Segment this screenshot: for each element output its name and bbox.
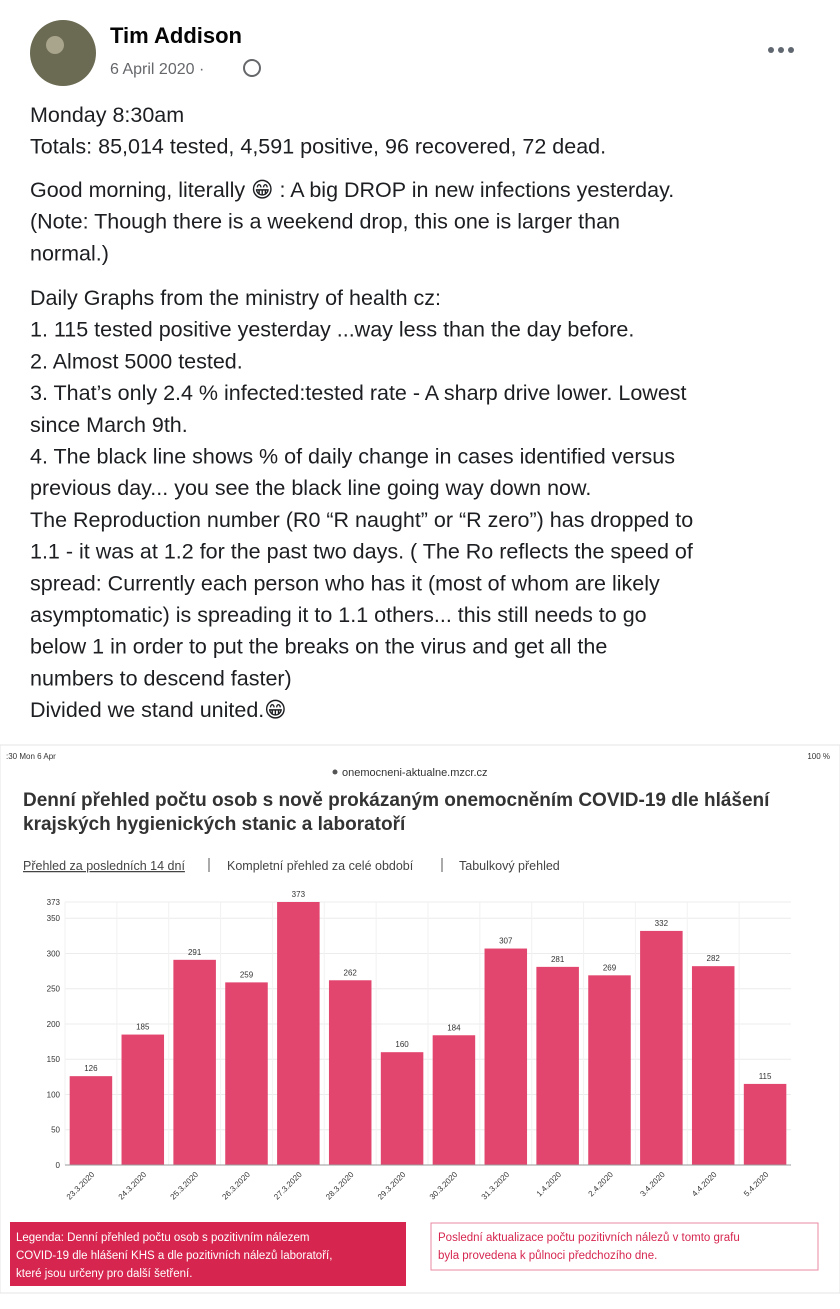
legend-text: které jsou určeny pro další šetření.: [16, 1268, 192, 1280]
data-label: 184: [447, 1023, 461, 1032]
update-text: Poslední aktualizace počtu pozitivních n…: [438, 1232, 740, 1244]
bar: [484, 948, 528, 1165]
url: onemocneni-aktualne.mzcr.cz: [342, 767, 488, 779]
post-text-line: numbers to descend faster): [30, 666, 292, 690]
post-text-line: Monday 8:30am: [30, 103, 184, 127]
data-label: 282: [707, 954, 721, 963]
post-text-line: Good morning, literally 😁 : A big DROP i…: [30, 178, 674, 202]
data-label: 115: [759, 1072, 772, 1081]
y-tick-label: 300: [47, 949, 61, 958]
data-label: 185: [136, 1023, 150, 1032]
bar: [588, 975, 631, 1165]
data-label: 259: [240, 970, 254, 979]
legend-box: [10, 1222, 406, 1286]
y-tick-label: 100: [47, 1090, 61, 1099]
author-name[interactable]: Tim Addison: [110, 23, 242, 48]
post-text-line: Daily Graphs from the ministry of health…: [30, 286, 441, 310]
post-text-line: asymptomatic) is spreading it to 1.1 oth…: [30, 603, 647, 627]
globe-icon: [243, 59, 261, 77]
post-text-line: previous day... you see the black line g…: [30, 476, 591, 500]
avatar-detail: [46, 36, 64, 54]
post-text-line: (Note: Though there is a weekend drop, t…: [30, 210, 620, 234]
post-text-line: The Reproduction number (R0 “R naught” o…: [30, 508, 693, 532]
bar: [69, 1076, 113, 1165]
data-label: 126: [84, 1064, 98, 1073]
bar: [121, 1034, 165, 1165]
post-text-line: 3. That’s only 2.4 % infected:tested rat…: [30, 381, 687, 405]
post-text-line: 1.1 - it was at 1.2 for the past two day…: [30, 540, 693, 564]
chart: Denní přehled počtu osob s nově prokázan…: [23, 790, 791, 1202]
post-date[interactable]: 6 April 2020 ·: [110, 61, 204, 78]
post-text-line: Divided we stand united.😁: [30, 698, 287, 722]
y-tick-label: 250: [47, 985, 61, 994]
bar: [432, 1035, 476, 1165]
post-text-line: 4. The black line shows % of daily chang…: [30, 445, 675, 469]
y-tick-label: 150: [47, 1055, 61, 1064]
tab-link[interactable]: Tabulkový přehled: [459, 859, 560, 873]
status-battery: 100 %: [807, 752, 830, 761]
y-tick-label: 350: [47, 914, 61, 923]
bar: [691, 966, 735, 1165]
bar: [328, 980, 372, 1165]
chart-title: krajských hygienických stanic a laborato…: [23, 814, 406, 835]
bar: [380, 1052, 424, 1165]
post-text-line: Totals: 85,014 tested, 4,591 positive, 9…: [30, 135, 606, 159]
data-label: 269: [603, 963, 617, 972]
data-label: 281: [551, 955, 565, 964]
legend-text: COVID-19 dle hlášení KHS a dle pozitivní…: [16, 1250, 332, 1262]
post-text-line: normal.): [30, 241, 109, 265]
post-text-line: below 1 in order to put the breaks on th…: [30, 635, 607, 659]
tab-link[interactable]: Přehled za posledních 14 dní: [23, 859, 185, 873]
y-tick-label: 200: [47, 1020, 61, 1029]
bar: [173, 959, 216, 1165]
post-text-line: since March 9th.: [30, 413, 188, 437]
update-text: byla provedena k půlnoci předchozího dne…: [438, 1250, 657, 1262]
bar: [640, 930, 683, 1165]
y-tick-label: 373: [47, 898, 61, 907]
data-label: 160: [395, 1040, 409, 1049]
chart-title: Denní přehled počtu osob s nově prokázan…: [23, 790, 770, 811]
data-label: 262: [344, 968, 358, 977]
tab-link[interactable]: Kompletní přehled za celé období: [227, 859, 414, 873]
update-box: [430, 1222, 819, 1271]
data-label: 307: [499, 937, 513, 946]
legend-text: Legenda: Denní přehled počtu osob s pozi…: [16, 1232, 309, 1244]
post-text-line: spread: Currently each person who has it…: [30, 571, 660, 595]
lock-icon: [332, 769, 338, 775]
bar: [536, 966, 579, 1165]
bar: [743, 1083, 787, 1165]
data-label: 373: [292, 890, 306, 899]
y-tick-label: 0: [56, 1161, 61, 1170]
post-text-line: 2. Almost 5000 tested.: [30, 349, 243, 373]
more-menu[interactable]: [768, 47, 794, 53]
avatar[interactable]: [30, 20, 96, 86]
data-label: 332: [655, 919, 669, 928]
y-tick-label: 50: [51, 1126, 60, 1135]
status-time: :30 Mon 6 Apr: [6, 752, 56, 761]
post-text-line: 1. 115 tested positive yesterday ...way …: [30, 318, 634, 342]
data-label: 291: [188, 948, 202, 957]
bar: [277, 902, 320, 1165]
bar: [225, 982, 268, 1165]
post-body: Monday 8:30am Totals: 85,014 tested, 4,59…: [30, 103, 693, 722]
